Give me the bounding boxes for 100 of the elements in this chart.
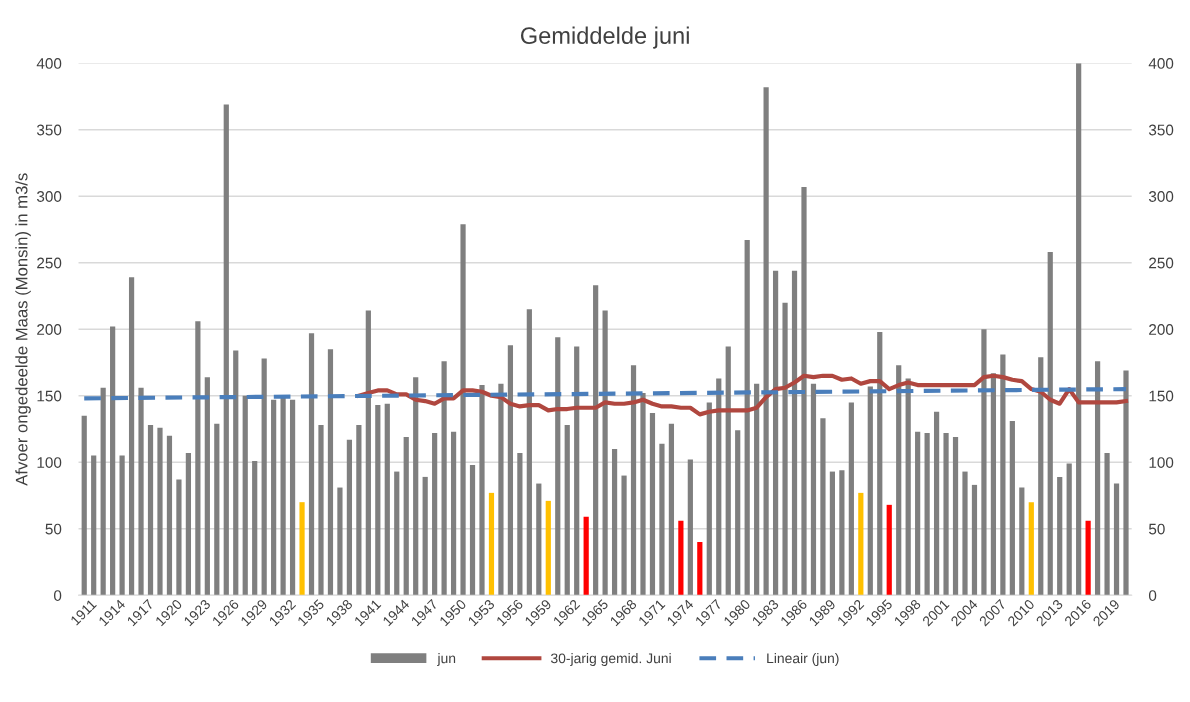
bar bbox=[81, 415, 87, 596]
bar bbox=[687, 459, 693, 596]
bar bbox=[403, 436, 409, 596]
bar bbox=[185, 452, 192, 596]
bar bbox=[649, 413, 656, 596]
bar bbox=[621, 475, 627, 596]
bar bbox=[782, 302, 788, 596]
bar bbox=[432, 433, 438, 596]
y-tick-label: 350 bbox=[36, 124, 62, 136]
bar bbox=[100, 387, 106, 596]
y-tick-label: 50 bbox=[45, 523, 62, 535]
bar bbox=[848, 402, 854, 596]
bar bbox=[725, 346, 731, 596]
bar bbox=[962, 471, 968, 596]
bar bbox=[564, 425, 570, 596]
bar bbox=[754, 383, 760, 596]
bar bbox=[318, 425, 324, 596]
legend-label: Lineair (jun) bbox=[767, 653, 839, 666]
bar bbox=[867, 386, 873, 596]
bar bbox=[299, 502, 305, 596]
y-tick-label: 400 bbox=[36, 58, 62, 69]
bar bbox=[204, 377, 210, 596]
bar bbox=[375, 405, 381, 596]
y2-tick-label: 350 bbox=[1148, 124, 1174, 136]
legend-label: 30-jarig gemid. Juni bbox=[550, 653, 671, 666]
bar bbox=[479, 385, 485, 596]
bar bbox=[384, 403, 390, 596]
bar bbox=[858, 492, 864, 596]
bar bbox=[697, 542, 703, 596]
bar bbox=[214, 423, 220, 596]
bar bbox=[1000, 354, 1006, 596]
bar bbox=[801, 186, 807, 596]
bar bbox=[735, 430, 741, 596]
bar bbox=[195, 321, 201, 596]
bar bbox=[110, 326, 116, 596]
bar bbox=[1019, 487, 1025, 596]
bar bbox=[413, 377, 419, 596]
bar bbox=[896, 365, 902, 596]
bar bbox=[668, 423, 675, 596]
bar bbox=[1113, 483, 1120, 596]
bar bbox=[337, 487, 343, 596]
y-tick-label: 0 bbox=[53, 590, 62, 601]
bar bbox=[820, 418, 826, 596]
y-tick-label: 150 bbox=[37, 390, 62, 402]
bar bbox=[536, 483, 542, 596]
bar bbox=[545, 500, 551, 596]
bar bbox=[611, 448, 618, 596]
y2-tick-label: 400 bbox=[1148, 58, 1174, 69]
bar bbox=[422, 476, 428, 596]
y-tick-label: 300 bbox=[36, 191, 62, 202]
bar bbox=[659, 443, 665, 596]
bar bbox=[289, 399, 296, 596]
bar bbox=[971, 484, 978, 596]
y2-tick-label: 0 bbox=[1148, 590, 1157, 601]
bar bbox=[744, 240, 750, 596]
bar bbox=[91, 455, 97, 596]
bar bbox=[915, 431, 921, 596]
bar bbox=[952, 436, 959, 596]
y-tick-label: 100 bbox=[37, 457, 62, 468]
bar bbox=[1057, 476, 1063, 596]
bar bbox=[460, 224, 466, 596]
bar bbox=[810, 383, 817, 596]
bar bbox=[157, 427, 163, 596]
y-tick-label: 200 bbox=[37, 324, 62, 335]
y-tick-label: 250 bbox=[37, 257, 62, 269]
bar bbox=[498, 383, 504, 596]
bar bbox=[1009, 421, 1015, 596]
bar bbox=[308, 333, 315, 596]
bar bbox=[488, 492, 495, 596]
bar bbox=[886, 504, 892, 596]
bar bbox=[441, 361, 447, 596]
bar bbox=[365, 310, 371, 596]
bar bbox=[706, 402, 712, 596]
bar bbox=[981, 329, 987, 596]
y2-tick-label: 300 bbox=[1148, 191, 1174, 202]
bar bbox=[877, 331, 883, 596]
bar bbox=[839, 470, 845, 596]
bar bbox=[1094, 361, 1101, 596]
bar bbox=[1085, 520, 1091, 596]
bar bbox=[716, 378, 722, 596]
bar bbox=[517, 452, 523, 596]
bar bbox=[271, 399, 277, 596]
bar bbox=[252, 460, 258, 596]
bar bbox=[526, 309, 532, 596]
bar bbox=[829, 471, 836, 596]
bar bbox=[574, 346, 580, 596]
y-axis-title: Afvoer ongedeelde Maas (Monsin) in m3/s bbox=[15, 173, 31, 486]
bar bbox=[1066, 463, 1072, 596]
line-series bbox=[356, 373, 1129, 417]
bar bbox=[166, 435, 173, 596]
bar bbox=[640, 393, 646, 596]
bar bbox=[176, 479, 182, 596]
y2-tick-label: 250 bbox=[1149, 257, 1174, 269]
y2-tick-label: 100 bbox=[1149, 457, 1174, 468]
bar bbox=[630, 365, 637, 596]
bar bbox=[356, 425, 362, 596]
bar bbox=[602, 310, 608, 596]
bar bbox=[933, 411, 940, 596]
bar bbox=[119, 455, 125, 596]
bar bbox=[583, 516, 589, 596]
